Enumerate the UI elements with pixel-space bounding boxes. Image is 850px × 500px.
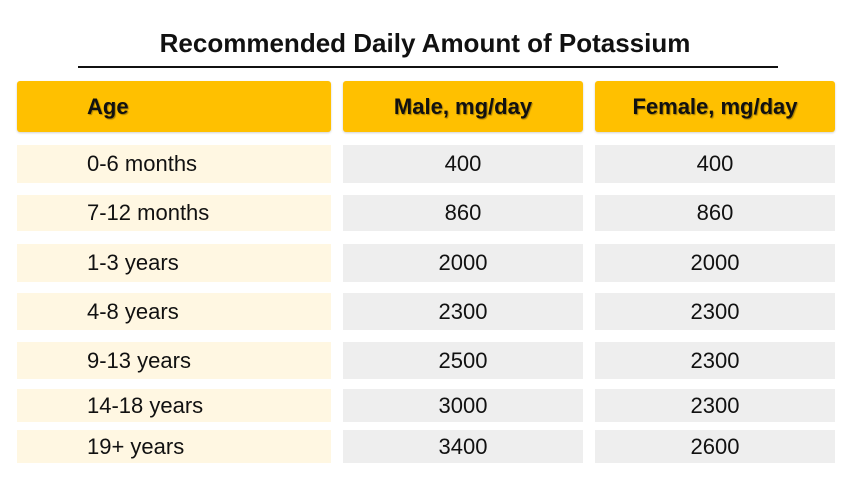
title-underline bbox=[78, 66, 778, 68]
table-cell-age: 0-6 months bbox=[17, 145, 331, 183]
table-cell-female: 2000 bbox=[595, 244, 835, 282]
table-cell-female: 860 bbox=[595, 195, 835, 231]
table-cell-male: 3000 bbox=[343, 389, 583, 422]
table-cell-age: 14-18 years bbox=[17, 389, 331, 422]
table-cell-female: 2300 bbox=[595, 293, 835, 330]
table-cell-male: 2300 bbox=[343, 293, 583, 330]
table-cell-age: 7-12 months bbox=[17, 195, 331, 231]
table-cell-male: 2000 bbox=[343, 244, 583, 282]
header-female: Female, mg/day bbox=[595, 81, 835, 132]
table-cell-age: 4-8 years bbox=[17, 293, 331, 330]
table-cell-male: 2500 bbox=[343, 342, 583, 379]
table-cell-age: 1-3 years bbox=[17, 244, 331, 282]
table-cell-female: 2600 bbox=[595, 430, 835, 463]
header-age: Age bbox=[17, 81, 331, 132]
table-cell-age: 19+ years bbox=[17, 430, 331, 463]
page-title: Recommended Daily Amount of Potassium bbox=[159, 28, 691, 58]
table-cell-male: 860 bbox=[343, 195, 583, 231]
table-cell-male: 400 bbox=[343, 145, 583, 183]
table-cell-male: 3400 bbox=[343, 430, 583, 463]
table-cell-female: 2300 bbox=[595, 389, 835, 422]
header-male: Male, mg/day bbox=[343, 81, 583, 132]
table-cell-female: 400 bbox=[595, 145, 835, 183]
table-cell-age: 9-13 years bbox=[17, 342, 331, 379]
table-cell-female: 2300 bbox=[595, 342, 835, 379]
